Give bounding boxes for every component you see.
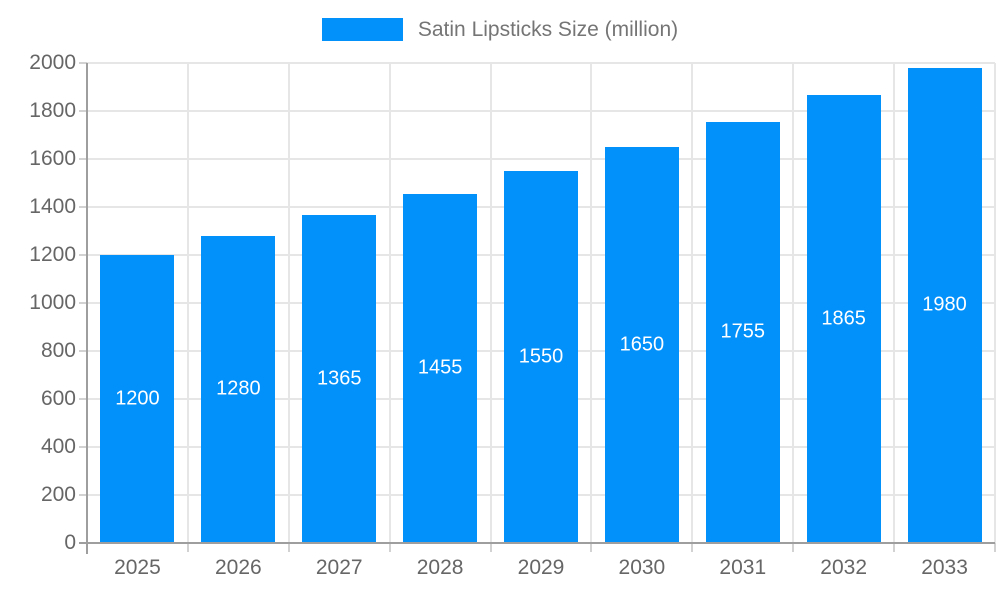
x-axis-tick-label: 2025: [114, 556, 161, 579]
y-gridline: [87, 110, 995, 112]
x-axis-tick-label: 2030: [618, 556, 666, 579]
bar-value-label: 1280: [216, 377, 261, 400]
y-axis-tick-label: 1200: [29, 243, 76, 266]
legend-swatch-icon: [321, 18, 403, 41]
y-axis-tick: [79, 158, 87, 160]
y-axis-tick: [79, 494, 87, 496]
x-axis-tick: [994, 543, 996, 552]
x-axis-tick-label: 2026: [214, 556, 262, 579]
x-axis-tick: [186, 543, 189, 552]
x-gridline: [388, 63, 391, 543]
x-axis-line: [79, 542, 995, 544]
bar-value-label: 1980: [922, 293, 967, 316]
chart-legend[interactable]: Satin Lipsticks Size (million): [0, 18, 1000, 41]
x-axis-tick: [287, 543, 290, 552]
x-axis-tick-label: 2033: [921, 556, 968, 579]
bar-value-label: 1455: [417, 356, 463, 379]
y-axis-tick: [79, 398, 87, 400]
x-gridline: [893, 63, 896, 543]
bar-value-label: 1865: [821, 307, 866, 330]
x-gridline: [994, 63, 996, 543]
bar-value-label: 1365: [316, 367, 362, 390]
y-axis-tick: [79, 350, 87, 352]
y-axis-tick-label: 0: [64, 531, 76, 554]
bar-value-label: 1650: [619, 333, 665, 356]
bar-value-label: 1755: [720, 320, 766, 343]
y-axis-tick-label: 800: [40, 339, 76, 362]
y-axis-tick-label: 200: [40, 483, 76, 506]
bar-2029[interactable]: 1550: [504, 171, 578, 543]
x-axis-tick: [388, 543, 391, 552]
legend-label: Satin Lipsticks Size (million): [417, 18, 679, 41]
x-axis-tick-label: 2027: [315, 556, 363, 579]
y-axis-tick-label: 400: [40, 435, 76, 458]
y-axis-tick: [79, 110, 87, 112]
bar-2030[interactable]: 1650: [604, 147, 679, 543]
x-axis-tick-label: 2029: [517, 556, 565, 579]
y-axis-tick: [79, 206, 87, 208]
x-gridline: [792, 63, 795, 543]
y-axis-tick-label: 1800: [29, 99, 76, 122]
x-axis-tick: [893, 543, 896, 552]
y-axis-tick: [79, 62, 87, 64]
y-axis-tick-label: 2000: [29, 51, 76, 74]
y-axis-tick: [79, 254, 87, 256]
bar-2028[interactable]: 1455: [403, 193, 478, 543]
bar-value-label: 1200: [115, 387, 160, 410]
x-axis-tick: [792, 543, 795, 552]
bar-2031[interactable]: 1755: [705, 121, 780, 543]
x-gridline: [489, 63, 492, 543]
bar-2025[interactable]: 1200: [100, 255, 175, 543]
y-axis-tick: [79, 302, 87, 304]
bar-value-label: 1550: [518, 345, 564, 368]
x-gridline: [590, 63, 593, 543]
y-axis-tick-label: 600: [40, 387, 76, 410]
x-axis-tick: [489, 543, 492, 552]
plot-area: 0 200 400 600 800 1000 1200 1400 1600 1800 2000 202…: [29, 51, 996, 579]
x-axis-tick-label: 2032: [820, 556, 868, 579]
y-axis-tick: [79, 446, 87, 448]
bar-2032[interactable]: 1865: [806, 95, 881, 543]
y-gridline: [87, 158, 995, 160]
x-axis-tick-label: 2028: [416, 556, 464, 579]
x-axis-tick-label: 2031: [719, 556, 767, 579]
x-gridline: [691, 63, 694, 543]
y-gridline: [87, 62, 995, 64]
x-gridline: [287, 63, 290, 543]
bar-2026[interactable]: 1280: [201, 235, 276, 543]
y-axis-tick-label: 1000: [29, 291, 76, 314]
x-gridline: [186, 63, 189, 543]
bar-2033[interactable]: 1980: [907, 67, 982, 543]
y-axis-line: [86, 63, 88, 554]
bar-2027[interactable]: 1365: [302, 215, 377, 543]
y-axis-tick-label: 1400: [29, 195, 76, 218]
x-axis-tick: [691, 543, 694, 552]
x-axis-tick: [590, 543, 593, 552]
y-axis-tick-label: 1600: [29, 147, 76, 170]
